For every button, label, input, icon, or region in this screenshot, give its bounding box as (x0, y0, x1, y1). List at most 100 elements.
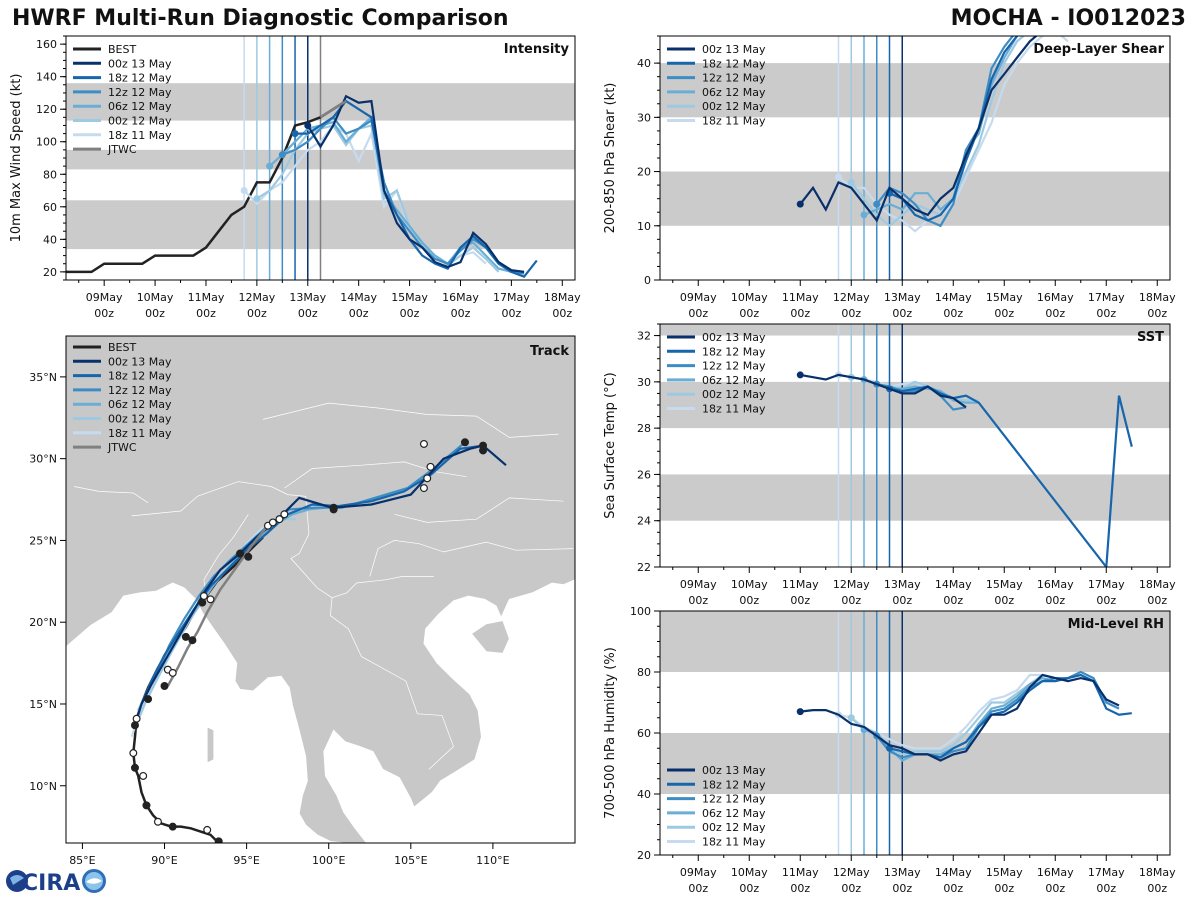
sst-xtick-hour: 00z (1147, 594, 1167, 607)
legend-label-intensity-18z-12-may: 18z 12 May (108, 72, 172, 85)
shear-panel: 09May 00z 10May 00z 11May 00z 12May 00z 13May 00z… (603, 35, 1176, 320)
legend-label-intensity-06z-12-may: 06z 12 May (108, 100, 172, 113)
shear-band (660, 171, 1170, 226)
track-best-marker (168, 822, 177, 831)
sst-ytick-label: 32 (637, 330, 651, 343)
rh-init-marker-r4 (847, 714, 855, 722)
shear-ytick-label: 40 (637, 57, 651, 70)
track-border-line (131, 481, 434, 599)
rh-ytick-label: 100 (630, 605, 651, 618)
shear-series-r1 (889, 36, 1019, 222)
shear-title: Deep-Layer Shear (1033, 42, 1164, 57)
legend-label-rh-18z-11-may: 18z 11 May (702, 836, 766, 849)
track-xtick-label: 105°E (394, 854, 427, 867)
track-border-line (330, 597, 454, 770)
shear-ytick-label: 0 (644, 274, 651, 287)
intensity-xtick-day: 13May (289, 291, 326, 304)
intensity-xtick-day: 11May (188, 291, 225, 304)
rh-xtick-day: 15May (986, 866, 1023, 879)
track-series-r1 (140, 444, 484, 705)
legend-label-rh-00z-13-may: 00z 13 May (702, 764, 766, 777)
shear-xtick-hour: 00z (841, 307, 861, 320)
legend-label-rh-00z-12-may: 00z 12 May (702, 821, 766, 834)
track-best-marker (275, 515, 284, 524)
track-best-marker (426, 462, 435, 471)
rh-xtick-day: 13May (884, 866, 921, 879)
legend-label-intensity-00z-13-may: 00z 13 May (108, 57, 172, 70)
track-best-marker (130, 763, 139, 772)
intensity-xtick-day: 15May (391, 291, 428, 304)
track-best-marker (199, 592, 208, 601)
legend-label-track-jtwc: JTWC (107, 441, 137, 454)
track-ytick-label: 25°N (29, 534, 57, 547)
intensity-xtick-hour: 00z (247, 307, 267, 320)
track-best-marker (132, 714, 141, 723)
rh-band (660, 611, 1170, 672)
sst-ylabel: Sea Surface Temp (°C) (603, 372, 618, 519)
sst-series-r0 (800, 373, 967, 409)
sst-ytick-label: 24 (637, 515, 651, 528)
shear-xtick-day: 11May (782, 291, 819, 304)
intensity-series-jtwc (319, 100, 347, 119)
rh-xtick-hour: 00z (688, 882, 708, 895)
intensity-ylabel: 10m Max Wind Speed (kt) (9, 74, 24, 243)
intensity-init-marker-r2 (278, 151, 286, 159)
track-land (66, 336, 575, 843)
track-xtick-label: 110°E (476, 854, 509, 867)
sst-xtick-day: 14May (935, 578, 972, 591)
intensity-xtick-hour: 00z (451, 307, 471, 320)
track-island (0, 789, 31, 851)
shear-xtick-hour: 00z (739, 307, 759, 320)
legend-label-intensity-18z-11-may: 18z 11 May (108, 129, 172, 142)
legend-label-track-00z-12-may: 00z 12 May (108, 413, 172, 426)
rh-band (660, 733, 1170, 794)
intensity-xtick-day: 14May (340, 291, 377, 304)
track-xtick-label: 90°E (151, 854, 177, 867)
track-best-marker (129, 749, 138, 758)
sst-xtick-day: 10May (731, 578, 768, 591)
intensity-xtick-day: 17May (493, 291, 530, 304)
sst-ytick-label: 22 (637, 561, 651, 574)
rh-xtick-hour: 00z (994, 882, 1014, 895)
shear-xtick-day: 12May (833, 291, 870, 304)
intensity-panel: 09May 00z 10May 00z 11May 00z 12May 00z 13May 00z… (9, 35, 581, 320)
track-map-area (0, 336, 575, 851)
track-border-line (369, 540, 574, 577)
track-best-marker (244, 552, 253, 561)
rh-xtick-hour: 00z (1096, 882, 1116, 895)
intensity-init-marker-r5 (240, 187, 248, 195)
sst-xtick-day: 17May (1088, 578, 1125, 591)
rh-plot-area (660, 611, 1170, 855)
legend-label-track-18z-12-may: 18z 12 May (108, 370, 172, 383)
sst-xtick-day: 13May (884, 578, 921, 591)
legend-label-shear-18z-12-may: 18z 12 May (702, 57, 766, 70)
rh-ytick-label: 80 (637, 666, 651, 679)
intensity-init-marker-r0 (304, 121, 312, 129)
intensity-ytick-label: 60 (43, 201, 57, 214)
sst-xtick-hour: 00z (790, 594, 810, 607)
shear-init-marker-r4 (847, 178, 855, 186)
shear-xtick-hour: 00z (790, 307, 810, 320)
legend-label-intensity-00z-12-may: 00z 12 May (108, 115, 172, 128)
legend-label-intensity-12z-12-may: 12z 12 May (108, 86, 172, 99)
intensity-xtick-day: 12May (239, 291, 276, 304)
track-series-jtwc (166, 526, 268, 687)
shear-xtick-day: 17May (1088, 291, 1125, 304)
shear-xtick-day: 10May (731, 291, 768, 304)
shear-series-r2 (875, 36, 1015, 228)
track-best-marker (168, 668, 177, 677)
shear-init-marker-r0 (796, 200, 804, 208)
legend-label-track-18z-11-may: 18z 11 May (108, 427, 172, 440)
sst-frame (659, 323, 1171, 568)
sst-xtick-hour: 00z (841, 594, 861, 607)
rh-xtick-day: 12May (833, 866, 870, 879)
track-ytick-label: 20°N (29, 616, 57, 629)
shear-xtick-hour: 00z (1045, 307, 1065, 320)
track-xtick-label: 100°E (312, 854, 345, 867)
track-xtick-label: 85°E (69, 854, 95, 867)
intensity-ytick-label: 80 (43, 168, 57, 181)
rh-xtick-day: 14May (935, 866, 972, 879)
sst-plot-area (660, 324, 1170, 567)
sst-xtick-hour: 00z (1045, 594, 1065, 607)
track-ytick-label: 10°N (29, 780, 57, 793)
